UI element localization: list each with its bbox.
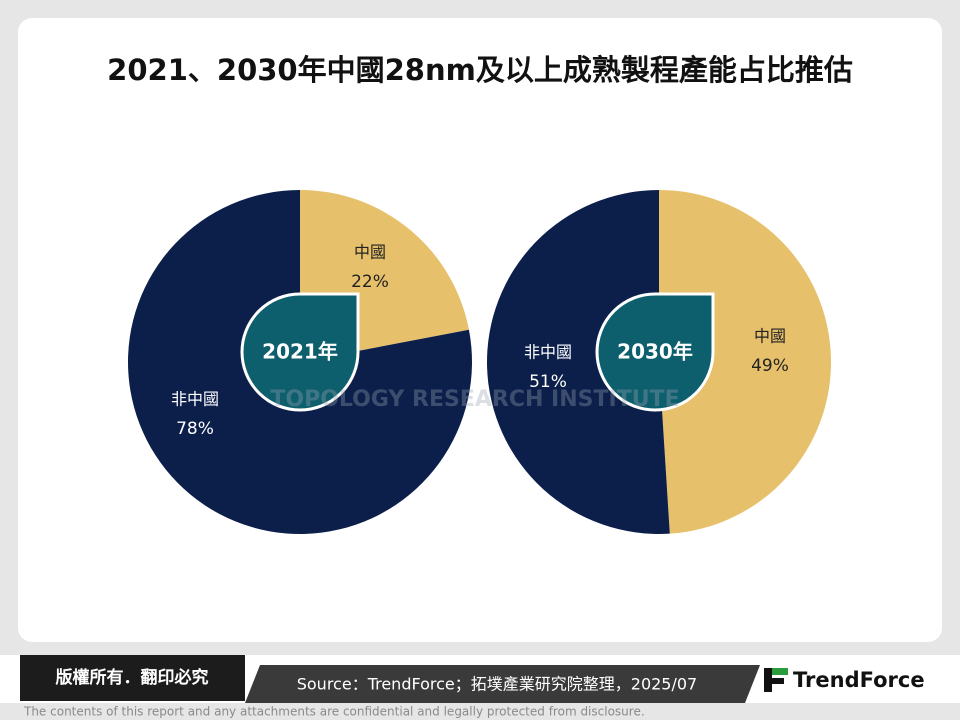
disclaimer: The contents of this report and any atta… bbox=[23, 705, 645, 719]
center-label: 2021年 bbox=[262, 340, 338, 364]
slice-value-label: 22% bbox=[351, 272, 389, 292]
slice-category: 中國 bbox=[354, 243, 386, 262]
slice-value-label: 78% bbox=[176, 419, 214, 439]
slice-value-label: 49% bbox=[751, 356, 789, 376]
title: 2021、2030年中國28nm及以上成熟製程產能占比推估 bbox=[107, 53, 853, 87]
copyright-tab bbox=[20, 655, 245, 701]
copyright: 版權所有．翻印必究 bbox=[56, 667, 209, 688]
pie-slice bbox=[486, 190, 670, 534]
logo-mark bbox=[764, 668, 772, 692]
slice-category: 非中國 bbox=[524, 343, 572, 362]
logo-mark bbox=[772, 668, 788, 675]
brand: TrendForce bbox=[793, 668, 925, 692]
pies: 2021年 中國 22% 非中國 78% 2030年 中國 49% 非中國 51% bbox=[128, 190, 831, 534]
center-badge bbox=[240, 292, 360, 412]
source: Source：TrendForce；拓墣產業研究院整理，2025/07 bbox=[297, 675, 698, 694]
center-badge bbox=[595, 292, 715, 412]
watermark: TOPOLOGY RESEARCH INSTITUTE bbox=[270, 387, 679, 412]
center-label: 2030年 bbox=[617, 340, 693, 364]
pie-slice bbox=[659, 190, 831, 534]
logo-mark bbox=[772, 678, 784, 684]
slice-value-label: 51% bbox=[529, 372, 567, 392]
source-band bbox=[245, 665, 760, 703]
slice-category: 非中國 bbox=[171, 390, 219, 409]
slice-category: 中國 bbox=[754, 327, 786, 346]
